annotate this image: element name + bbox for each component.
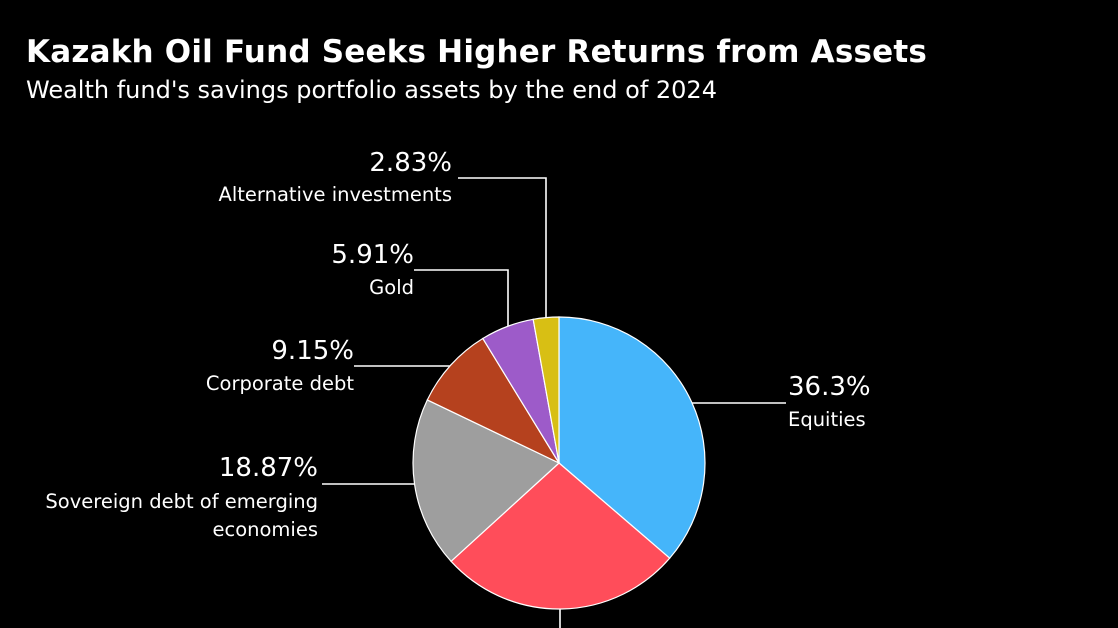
pie-slice-sovereign-debt-of-emerging-economies	[412, 399, 561, 563]
category-label-sovereign-debt-of-emerging-economies: economies	[212, 518, 318, 541]
pie-slice-corporate-debt	[426, 337, 561, 465]
pie-slice-equities	[558, 316, 706, 560]
pie-slices	[412, 316, 706, 610]
value-label-corporate-debt: 9.15%	[271, 336, 354, 366]
leader-lines	[322, 177, 786, 628]
category-label-gold: Gold	[369, 276, 414, 299]
category-label-alternative-investments: Alternative investments	[219, 183, 452, 206]
pie-slice-slice-1	[450, 462, 671, 610]
category-label-sovereign-debt-of-emerging-economies: Sovereign debt of emerging	[45, 490, 318, 513]
slice-labels: 36.3% Equities 18.87% Sovereign debt of eme…	[45, 148, 870, 541]
value-label-gold: 5.91%	[331, 240, 414, 270]
leader-line-gold	[414, 269, 509, 327]
chart-title: Kazakh Oil Fund Seeks Higher Returns fro…	[26, 34, 928, 70]
leader-line-alternative-investments	[458, 177, 547, 318]
value-label-alternative-investments: 2.83%	[369, 148, 452, 178]
category-label-equities: Equities	[788, 408, 866, 431]
category-label-corporate-debt: Corporate debt	[206, 372, 354, 395]
value-label-equities: 36.3%	[788, 372, 871, 402]
value-label-sovereign-debt-of-emerging-economies: 18.87%	[219, 453, 318, 483]
chart-subtitle: Wealth fund's savings portfolio assets b…	[26, 76, 717, 104]
